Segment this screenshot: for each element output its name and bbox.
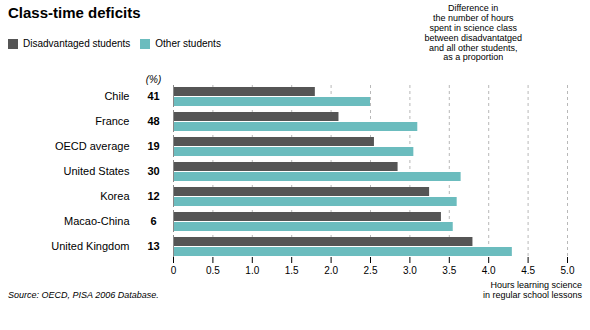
svg-text:41: 41 xyxy=(147,90,159,102)
svg-text:5.0: 5.0 xyxy=(561,265,575,276)
svg-text:3.0: 3.0 xyxy=(403,265,417,276)
html-text:Class-time deficits: Class-time deficits xyxy=(8,4,141,21)
svg-text:Korea: Korea xyxy=(100,190,130,202)
svg-text:Chile: Chile xyxy=(104,90,129,102)
svg-text:19: 19 xyxy=(147,140,159,152)
svg-text:12: 12 xyxy=(147,190,159,202)
svg-text:OECD average: OECD average xyxy=(55,140,130,152)
html-text:Hours learning science in regu: Hours learning science in regular school… xyxy=(482,280,582,301)
svg-text:United States: United States xyxy=(63,165,130,177)
svg-text:4.5: 4.5 xyxy=(521,265,535,276)
svg-text:1.5: 1.5 xyxy=(285,265,299,276)
svg-text:2.5: 2.5 xyxy=(364,265,378,276)
html-text:Disadvantaged students: Disadvantaged students xyxy=(23,38,131,49)
svg-text:13: 13 xyxy=(147,240,159,252)
svg-text:France: France xyxy=(95,115,129,127)
svg-text:3.5: 3.5 xyxy=(442,265,456,276)
svg-text:48: 48 xyxy=(147,115,159,127)
html-text:Difference in the number of ho: Difference in the number of hours spent … xyxy=(424,3,522,63)
svg-text:(%): (%) xyxy=(146,74,162,85)
svg-text:1.0: 1.0 xyxy=(245,265,259,276)
svg-text:2.0: 2.0 xyxy=(324,265,338,276)
svg-text:0: 0 xyxy=(171,265,177,276)
svg-text:Macao-China: Macao-China xyxy=(64,215,130,227)
svg-text:6: 6 xyxy=(150,215,156,227)
html-text:Other students: Other students xyxy=(155,38,221,49)
html-text:Source: OECD, PISA 2006 Databa: Source: OECD, PISA 2006 Database. xyxy=(8,290,159,301)
svg-text:United Kingdom: United Kingdom xyxy=(51,240,129,252)
svg-text:4.0: 4.0 xyxy=(482,265,496,276)
svg-text:0.5: 0.5 xyxy=(206,265,220,276)
svg-text:30: 30 xyxy=(147,165,159,177)
